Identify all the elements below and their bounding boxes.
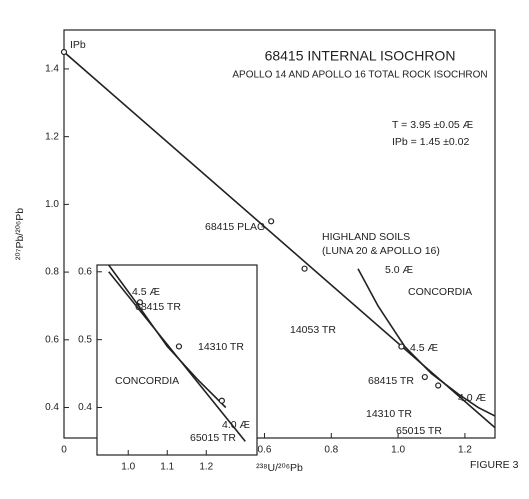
annotation: HIGHLAND SOILS xyxy=(322,231,410,243)
y-tick-label: 1.2 xyxy=(45,131,59,142)
annotation: 4.0 Æ xyxy=(222,419,251,431)
data-point xyxy=(60,48,68,56)
y-tick-label: 0.6 xyxy=(45,334,59,345)
y-tick-label: 0.6 xyxy=(78,266,92,277)
annotation: 68415 TR xyxy=(135,301,181,313)
y-tick-label: 0.8 xyxy=(45,267,59,278)
chart-title: 68415 INTERNAL ISOCHRON xyxy=(265,48,456,64)
chart-subtitle: APOLLO 14 AND APOLLO 16 TOTAL ROCK ISOCH… xyxy=(232,70,487,81)
annotation: 68415 PLAG xyxy=(205,221,265,233)
data-point xyxy=(398,343,405,350)
annotation: IPb = 1.45 ±0.02 xyxy=(392,136,469,148)
x-tick-label: 0.8 xyxy=(324,445,338,456)
annotation: 14310 TR xyxy=(366,408,412,420)
annotation: 65015 TR xyxy=(396,425,442,437)
x-tick-label: 1.1 xyxy=(160,462,174,473)
annotation: 14310 TR xyxy=(198,341,244,353)
annotation: FIGURE 3 xyxy=(470,459,519,471)
x-tick-label: 0 xyxy=(61,445,67,456)
y-tick-label: 0.4 xyxy=(45,402,59,413)
annotation: 14053 TR xyxy=(290,324,336,336)
data-line xyxy=(357,268,495,417)
y-tick-label: 1.0 xyxy=(45,199,59,210)
annotation: 65015 TR xyxy=(190,432,236,444)
y-tick-label: 0.4 xyxy=(78,402,92,413)
data-point xyxy=(218,397,225,404)
annotation: 4.5 Æ xyxy=(410,342,439,354)
annotation: CONCORDIA xyxy=(115,375,179,387)
x-axis-label: ²³⁸U/²⁰⁶Pb xyxy=(256,462,303,474)
x-tick-label: 1.0 xyxy=(391,445,405,456)
y-tick-label: 1.4 xyxy=(45,64,59,75)
data-point xyxy=(435,382,442,389)
x-tick-label: 0.6 xyxy=(258,445,272,456)
y-axis-label: ²⁰⁷Pb/²⁰⁶Pb xyxy=(14,208,26,260)
x-tick-label: 1.2 xyxy=(199,462,213,473)
x-tick-label: 1.2 xyxy=(458,445,472,456)
data-point xyxy=(421,373,428,381)
annotation: 68415 TR xyxy=(368,375,414,387)
y-tick-label: 0.5 xyxy=(78,334,92,345)
data-line xyxy=(108,265,227,409)
annotation: 4.0 Æ xyxy=(458,392,487,404)
annotation: 5.0 Æ xyxy=(385,264,414,276)
annotation: IPb xyxy=(70,39,86,51)
annotation: (LUNA 20 & APOLLO 16) xyxy=(322,245,440,257)
data-point xyxy=(301,265,308,272)
data-point xyxy=(175,343,183,350)
data-point xyxy=(136,299,144,306)
annotation: 4.5 Æ xyxy=(132,286,161,298)
data-point xyxy=(268,218,275,225)
annotation: T = 3.95 ±0.05 Æ xyxy=(392,119,474,131)
x-tick-label: 1.0 xyxy=(121,462,135,473)
annotation: CONCORDIA xyxy=(408,286,472,298)
